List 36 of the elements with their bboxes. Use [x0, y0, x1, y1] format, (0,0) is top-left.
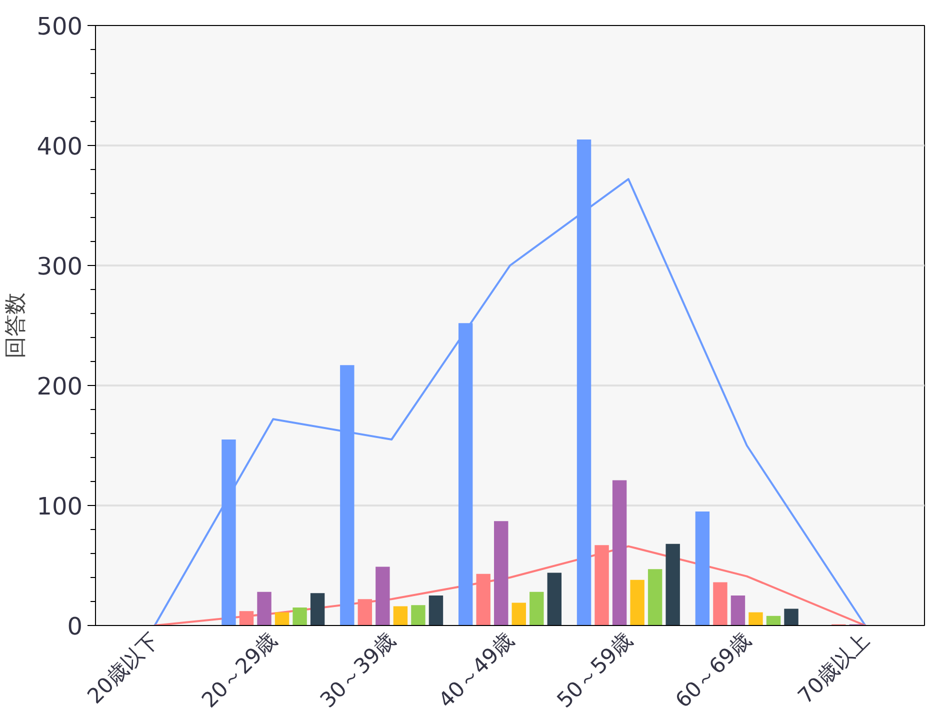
x-tick-label: 70歳以上: [793, 628, 874, 708]
x-tick-label: 20～29歳: [197, 628, 282, 712]
bar: [784, 608, 798, 626]
y-tick-label: 300: [36, 252, 83, 280]
bar: [494, 521, 508, 626]
y-axis-title: 回答数: [4, 292, 29, 358]
bar: [376, 566, 390, 626]
x-tick-label: 40～49歳: [434, 628, 518, 712]
y-tick-label: 500: [36, 12, 83, 40]
bar: [612, 480, 627, 626]
bar: [310, 593, 325, 626]
bar: [547, 572, 562, 626]
y-tick-label: 0: [67, 612, 83, 640]
bar: [292, 608, 307, 626]
y-tick-label: 200: [36, 372, 83, 400]
bar: [274, 612, 290, 626]
bar: [512, 602, 526, 626]
x-tick-label: 60～69歳: [670, 628, 756, 712]
y-tick-label: 100: [36, 492, 83, 520]
bar: [428, 596, 444, 626]
x-tick-label: 20歳以下: [82, 628, 164, 708]
bar: [411, 605, 426, 626]
bar: [766, 616, 781, 626]
bar: [713, 582, 728, 626]
bar: [748, 612, 763, 626]
x-tick-label: 30～39歳: [316, 628, 400, 712]
bar: [648, 569, 662, 626]
x-tick-label: 50～59歳: [552, 628, 637, 712]
bar: [730, 596, 746, 626]
y-tick-label: 400: [36, 132, 83, 160]
bar: [257, 592, 272, 626]
bar: [393, 606, 408, 626]
bar: [630, 580, 644, 626]
bar: [666, 544, 680, 626]
bar: [695, 512, 710, 626]
bar: [530, 592, 544, 626]
